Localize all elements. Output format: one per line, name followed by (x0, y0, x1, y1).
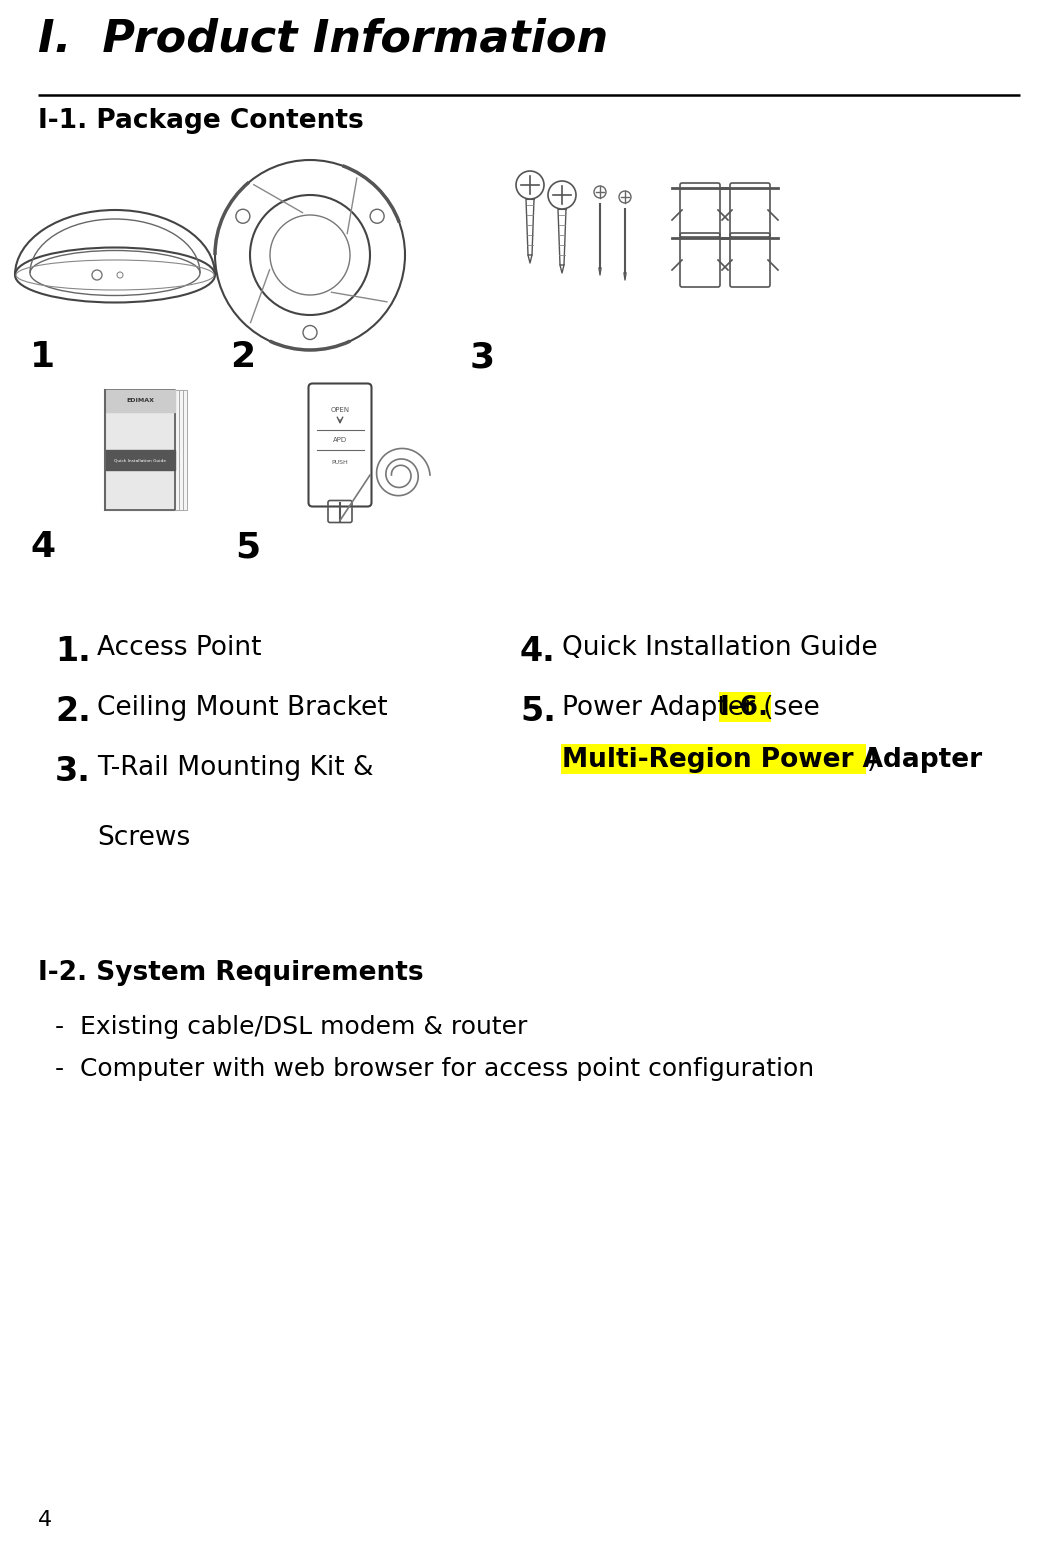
Polygon shape (105, 390, 175, 412)
Text: EDIMAX: EDIMAX (126, 398, 154, 404)
Text: 4: 4 (38, 1509, 52, 1529)
FancyBboxPatch shape (719, 692, 771, 721)
Text: APD: APD (333, 437, 347, 443)
Polygon shape (113, 390, 183, 509)
Polygon shape (105, 390, 175, 509)
Text: 5.: 5. (520, 695, 556, 728)
Text: 3: 3 (470, 341, 496, 375)
FancyBboxPatch shape (561, 745, 866, 774)
Text: OPEN: OPEN (330, 407, 349, 413)
Text: I.  Product Information: I. Product Information (38, 19, 608, 60)
Text: I-1. Package Contents: I-1. Package Contents (38, 108, 363, 135)
Text: 5: 5 (235, 529, 261, 563)
Polygon shape (105, 450, 175, 471)
Text: Multi-Region Power Adapter: Multi-Region Power Adapter (562, 748, 982, 772)
Text: PUSH: PUSH (331, 460, 348, 466)
Text: Screws: Screws (97, 825, 191, 851)
Text: -: - (55, 1015, 65, 1039)
Text: Quick Installation Guide: Quick Installation Guide (562, 635, 878, 661)
Text: Ceiling Mount Bracket: Ceiling Mount Bracket (97, 695, 388, 721)
Text: Power Adapter (see: Power Adapter (see (562, 695, 828, 721)
Text: 4: 4 (30, 529, 55, 563)
Text: I-2. System Requirements: I-2. System Requirements (38, 960, 424, 986)
Text: Access Point: Access Point (97, 635, 262, 661)
Text: Quick Installation Guide: Quick Installation Guide (114, 458, 166, 461)
Text: -: - (55, 1057, 65, 1081)
Text: Computer with web browser for access point configuration: Computer with web browser for access poi… (80, 1057, 814, 1081)
Polygon shape (116, 390, 187, 509)
Text: T-Rail Mounting Kit &: T-Rail Mounting Kit & (97, 755, 374, 782)
Text: 3.: 3. (55, 755, 91, 788)
Text: 1: 1 (30, 341, 55, 375)
Text: Existing cable/DSL modem & router: Existing cable/DSL modem & router (80, 1015, 527, 1039)
Text: 2.: 2. (55, 695, 91, 728)
Text: 4.: 4. (520, 635, 556, 669)
Text: I-6.: I-6. (720, 695, 769, 721)
Text: 2: 2 (230, 341, 255, 375)
Text: 1.: 1. (55, 635, 91, 669)
Text: ): ) (867, 748, 877, 772)
Polygon shape (109, 390, 179, 509)
